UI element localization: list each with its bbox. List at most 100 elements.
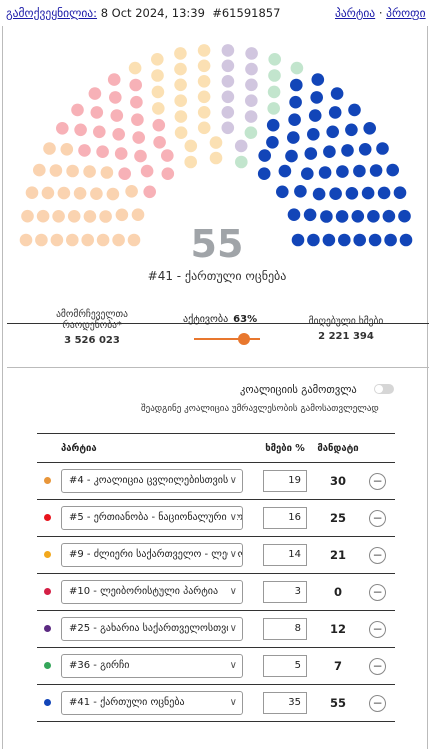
seat-dot (197, 75, 211, 88)
seat-dot (83, 165, 96, 178)
party-select[interactable]: #10 - ლეიბორისტული პარტია ∨ (61, 580, 243, 604)
party-select-value: #5 - ერთიანობა - ნაციონალური მოძრაობა (69, 512, 242, 523)
vote-percent-input[interactable]: 8 (263, 618, 307, 640)
seat-dot (235, 155, 248, 169)
party-select[interactable]: #4 - კოალიცია ცვლილებისთვის ∨ (61, 469, 243, 493)
seat-dot (36, 209, 50, 223)
chevron-down-icon: ∨ (227, 581, 237, 603)
vote-percent-input[interactable]: 35 (263, 692, 307, 714)
seat-dot (245, 78, 258, 92)
seat-dot (125, 185, 138, 198)
table-row: #36 - გირჩი ∨ 5 7− (37, 647, 395, 685)
seat-dot (90, 106, 104, 119)
seat-dot (197, 90, 211, 104)
center-seat-count: 55 (190, 222, 244, 266)
updated-label[interactable]: გამოქვეყნილია: (6, 6, 98, 20)
seat-count: 25 (313, 499, 363, 537)
party-select-value: #36 - გირჩი (69, 660, 130, 671)
seat-dot (73, 187, 87, 200)
seat-dot (320, 210, 333, 223)
seat-dot (278, 164, 292, 178)
seat-dot (312, 187, 326, 201)
seat-dot (174, 110, 188, 123)
vote-percent-input[interactable]: 16 (263, 507, 307, 529)
seat-dot (21, 209, 34, 223)
party-select[interactable]: #5 - ერთიანობა - ნაციონალური მოძრაობა∨ (61, 506, 243, 530)
chevron-down-icon: ∨ (227, 618, 237, 640)
remove-party-button[interactable]: − (369, 694, 386, 712)
seat-dot (303, 208, 317, 222)
seat-dot (174, 62, 187, 76)
seat-dot (288, 113, 301, 126)
results-panel: 55 #41 - ქართული ოცნება ამომრჩეველთა რაო… (2, 26, 429, 749)
coalition-toggle[interactable] (374, 384, 394, 394)
party-column-header: პარტია (61, 433, 257, 463)
votes-label: მიღებული ხმები (308, 316, 384, 327)
seat-dot (174, 47, 187, 60)
turnout-slider[interactable] (194, 333, 260, 345)
remove-party-button[interactable]: − (369, 546, 386, 564)
seat-dot (363, 122, 377, 135)
table-row: #4 - კოალიცია ცვლილებისთვის ∨ 19 30− (37, 462, 395, 500)
seat-dot (338, 233, 351, 247)
seat-dot (174, 78, 187, 92)
seat-dot (49, 164, 63, 177)
seat-dot (184, 139, 198, 153)
party-color-dot (44, 661, 51, 669)
party-color-dot (44, 624, 51, 632)
votes-column-header: ხმები % (257, 433, 313, 463)
seats-column-header: მანდატი (313, 433, 363, 463)
remove-party-button[interactable]: − (369, 620, 386, 638)
party-select[interactable]: #9 - ძლიერი საქართველო - ლელო ∨ (61, 543, 243, 567)
seat-dot (33, 163, 46, 177)
parliament-hemicycle (19, 44, 413, 247)
party-select[interactable]: #25 - გახარია საქართველოსთვის ∨ (61, 617, 243, 641)
seat-dot (285, 149, 298, 163)
remove-party-button[interactable]: − (369, 583, 386, 601)
seat-dot (386, 163, 400, 177)
seat-dot (258, 149, 271, 162)
seat-dot (294, 185, 307, 198)
seat-dot (151, 69, 164, 82)
seat-dot (152, 102, 165, 115)
remove-party-button[interactable]: − (369, 657, 386, 675)
vote-percent-input[interactable]: 14 (263, 544, 307, 566)
seat-dot (153, 136, 166, 149)
seat-dot (197, 44, 211, 57)
remove-party-button[interactable]: − (369, 472, 386, 490)
seat-dot (329, 187, 342, 200)
party-link[interactable]: პარტია (335, 6, 376, 20)
vote-percent-input[interactable]: 19 (263, 470, 307, 492)
party-select[interactable]: #41 - ქართული ოცნება ∨ (61, 691, 243, 715)
seat-dot (118, 167, 131, 180)
seat-dot (307, 233, 320, 247)
seat-dot (81, 233, 94, 247)
turnout-stat: აქტივობა 63% (183, 314, 283, 325)
seat-dot (99, 210, 112, 223)
seat-dot (244, 126, 258, 139)
votes-stat: მიღებული ხმები 2 221 394 (291, 316, 401, 342)
chevron-down-icon: ∨ (227, 692, 237, 714)
seat-dot (71, 103, 84, 117)
seat-dot (257, 167, 271, 180)
seat-dot (328, 106, 342, 119)
seat-dot (289, 95, 302, 109)
seat-dot (41, 186, 55, 200)
seat-dot (244, 110, 258, 123)
profile-link[interactable]: პროფი (386, 6, 426, 20)
turnout-slider-handle[interactable] (237, 333, 250, 345)
seat-dot (367, 210, 380, 223)
turnout-label: აქტივობა (183, 314, 229, 325)
vote-percent-input[interactable]: 5 (263, 655, 307, 677)
remove-party-button[interactable]: − (369, 509, 386, 527)
seat-dot (268, 69, 281, 82)
seat-dot (131, 208, 145, 221)
seat-dot (112, 233, 125, 247)
seat-dot (399, 233, 413, 247)
seat-dot (376, 142, 389, 155)
vote-percent-input[interactable]: 3 (263, 581, 307, 603)
seat-dot (114, 147, 128, 160)
party-select[interactable]: #36 - გირჩი ∨ (61, 654, 243, 678)
seat-dot (267, 102, 281, 115)
seat-dot (301, 167, 314, 180)
